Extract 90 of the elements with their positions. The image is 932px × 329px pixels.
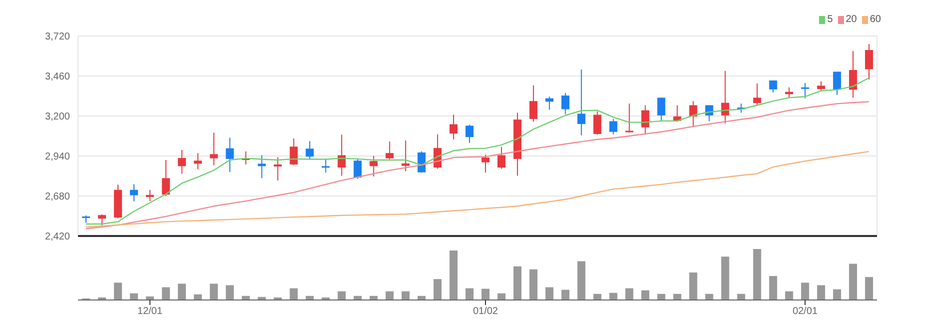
bar: [450, 250, 458, 300]
bar: [801, 282, 810, 300]
bar: [434, 279, 442, 300]
bar: [338, 291, 346, 300]
candlestick: [226, 137, 234, 172]
candlestick: [274, 156, 282, 181]
x-tick-label: 12/01: [137, 306, 163, 318]
candlestick: [178, 150, 186, 174]
candlestick: [98, 214, 106, 226]
candlestick: [577, 69, 586, 136]
bar: [386, 291, 394, 300]
bar: [833, 289, 842, 300]
bar: [114, 282, 122, 300]
bar: [673, 294, 682, 300]
bar: [466, 288, 474, 300]
candlestick: [338, 134, 346, 176]
bar: [513, 266, 522, 300]
line-series: [85, 101, 870, 230]
y-tick-label: 3,720: [44, 32, 70, 43]
candlestick: [354, 158, 362, 180]
candlestick: [210, 132, 218, 166]
bar: [226, 285, 234, 300]
bar: [609, 292, 618, 300]
line-series: [85, 150, 870, 228]
candlestick: [561, 92, 570, 115]
y-tick-label: 3,460: [44, 72, 70, 83]
candlestick: [833, 71, 842, 96]
bar: [641, 290, 650, 300]
bar: [657, 294, 666, 300]
bar: [721, 256, 730, 300]
candlestick: [194, 152, 202, 170]
bar: [849, 264, 858, 300]
candlestick: [593, 110, 602, 136]
candlestick: [689, 100, 698, 127]
candlestick: [258, 154, 266, 179]
y-tick-label: 3,200: [44, 112, 70, 123]
bar: [593, 294, 602, 300]
candlestick: [609, 118, 618, 135]
candlestick: [529, 84, 538, 122]
legend-label: 20: [844, 14, 857, 25]
legend-label: 60: [868, 14, 881, 25]
candlestick: [162, 160, 170, 196]
bar: [290, 288, 298, 300]
y-tick-label: 2,940: [44, 152, 70, 163]
x-tick-label: 02/01: [792, 306, 818, 318]
candlestick: [641, 104, 650, 135]
bar: [178, 284, 186, 300]
bar: [402, 291, 410, 300]
candlestick: [497, 146, 506, 170]
candlestick: [386, 141, 394, 160]
bar: [689, 272, 698, 300]
candlestick: [753, 83, 762, 106]
candlestick: [865, 44, 874, 80]
bar: [817, 285, 826, 300]
legend-label: 5: [826, 14, 833, 25]
y-tick-label: 2,420: [44, 232, 70, 243]
bar: [482, 288, 490, 300]
candlestick: [801, 82, 810, 99]
bar: [737, 294, 746, 300]
bar: [865, 277, 874, 300]
candlestick: [290, 138, 298, 166]
bar: [210, 284, 218, 300]
bar: [529, 269, 538, 300]
candlestick: [146, 189, 154, 202]
x-tick-label: 01/02: [472, 306, 498, 318]
candlestick: [466, 124, 474, 144]
bar: [497, 293, 506, 300]
candlestick: [705, 104, 714, 122]
candlestick: [657, 97, 666, 122]
bar: [705, 294, 714, 300]
bar: [561, 290, 570, 300]
candlestick: [370, 155, 378, 177]
bar: [753, 249, 762, 300]
bar: [577, 261, 586, 300]
candlestick: [306, 140, 314, 160]
bar: [625, 288, 634, 300]
candlestick: [402, 140, 410, 172]
candlestick: [450, 114, 458, 140]
candlestick: [418, 150, 426, 174]
candlestick: [130, 184, 138, 202]
bar: [130, 293, 138, 300]
bar: [785, 291, 794, 300]
bar: [545, 287, 554, 300]
bar: [769, 276, 778, 300]
y-tick-label: 2,680: [44, 192, 70, 203]
candlestick: [322, 158, 330, 174]
bar: [162, 287, 170, 300]
candlestick: [482, 154, 490, 174]
candlestick: [849, 50, 858, 98]
candlestick: [625, 103, 634, 134]
